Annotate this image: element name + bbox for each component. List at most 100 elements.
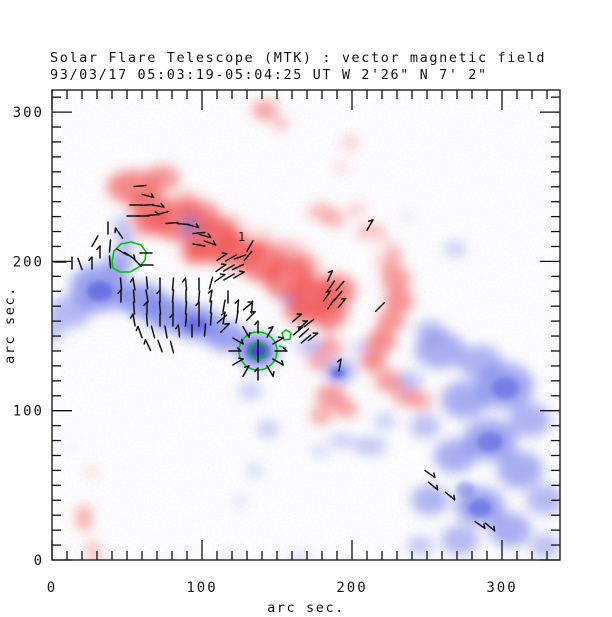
field-vector: [145, 289, 149, 303]
field-vector: [135, 325, 143, 339]
field-vector: [232, 357, 244, 366]
field-blob: [279, 293, 297, 307]
field-vector: [198, 233, 212, 239]
field-blob: [323, 211, 345, 227]
field-vector: [132, 301, 136, 315]
field-vector: [77, 257, 83, 271]
field-vector: [254, 367, 259, 381]
kernel-label: 1: [238, 230, 245, 244]
field-blob: [247, 464, 263, 478]
field-vector: [186, 223, 200, 229]
field-vector: [208, 276, 214, 290]
field-vector: [108, 239, 112, 253]
field-vector: [209, 312, 213, 326]
field-vector: [88, 256, 93, 270]
kernel-contour-dash: [278, 345, 287, 349]
field-vector: [108, 255, 112, 269]
field-blob: [497, 451, 543, 489]
field-vector: [242, 326, 251, 338]
field-vector: [175, 324, 181, 338]
field-vector: [272, 358, 284, 366]
field-blob: [318, 336, 344, 356]
field-blob: [434, 439, 476, 473]
field-vector: [151, 202, 165, 208]
field-vector: [223, 264, 235, 272]
field-vector: [366, 219, 374, 231]
field-vector: [169, 313, 174, 327]
field-blob: [290, 255, 320, 277]
field-blob: [455, 481, 475, 497]
field-blob: [411, 485, 449, 515]
x-axis-title: arc sec.: [267, 600, 345, 616]
kernel-contour-small: [281, 329, 292, 341]
kernel-annotations: 1: [238, 230, 245, 244]
field-blob: [347, 203, 365, 217]
field-vector: [216, 314, 228, 324]
field-blob: [216, 215, 246, 237]
field-vector: [129, 313, 136, 327]
field-blob: [410, 392, 432, 410]
field-vector: [117, 289, 122, 303]
field-vector: [203, 323, 207, 337]
plot-frame: [51, 89, 561, 561]
field-blob: [87, 541, 99, 557]
field-blob: [235, 297, 255, 313]
field-vector: [235, 310, 239, 324]
field-vector: [184, 301, 188, 315]
field-vector: [336, 358, 342, 372]
field-vector: [274, 347, 288, 352]
field-vector: [243, 250, 253, 262]
field-vector: [335, 280, 345, 292]
field-vector: [96, 245, 101, 259]
field-vector: [140, 203, 154, 207]
field-vector: [143, 338, 152, 352]
field-blob: [329, 434, 355, 448]
field-vector: [192, 231, 206, 235]
y-tick-label: 100: [13, 404, 44, 420]
field-blob: [257, 420, 279, 438]
field-blob: [509, 403, 551, 437]
field-blob: [407, 536, 433, 556]
field-vector: [184, 313, 188, 327]
field-blob: [115, 216, 129, 236]
field-blob: [403, 213, 413, 221]
field-blob: [441, 381, 489, 419]
field-blob: [87, 281, 113, 301]
x-tick-label: 200: [336, 580, 367, 596]
field-blob: [311, 445, 329, 457]
field-vector: [291, 313, 303, 323]
field-vector: [207, 289, 213, 303]
field-blob: [341, 136, 359, 150]
field-blob: [366, 329, 396, 353]
field-vector: [215, 263, 227, 273]
field-vector: [156, 210, 170, 216]
field-blob: [375, 370, 403, 392]
field-vector: [242, 365, 250, 377]
field-blob: [181, 242, 211, 264]
field-vector: [225, 254, 237, 262]
field-blob: [291, 231, 311, 247]
field-blob: [181, 214, 199, 238]
field-vector: [171, 277, 175, 291]
field-vector: [222, 299, 226, 313]
field-vector: [266, 326, 274, 338]
field-vector: [197, 290, 201, 304]
field-blob: [444, 241, 466, 257]
field-vector: [143, 301, 148, 315]
field-vector: [337, 297, 347, 309]
field-vector: [246, 311, 256, 321]
field-blob: [311, 301, 349, 331]
field-blob: [289, 553, 311, 560]
x-tick-label: 100: [186, 580, 217, 596]
field-vector: [232, 337, 244, 345]
field-vector: [375, 302, 385, 312]
y-tick-label: 0: [34, 553, 44, 569]
field-vector: [298, 328, 310, 338]
field-vector: [242, 301, 254, 311]
field-blob: [477, 432, 503, 452]
field-vector: [150, 325, 156, 339]
field-vector: [326, 269, 334, 283]
field-blob: [204, 321, 246, 351]
field-vector: [233, 270, 245, 279]
field-blob: [296, 338, 324, 354]
